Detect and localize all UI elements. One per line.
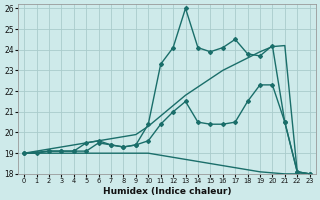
X-axis label: Humidex (Indice chaleur): Humidex (Indice chaleur) — [103, 187, 231, 196]
